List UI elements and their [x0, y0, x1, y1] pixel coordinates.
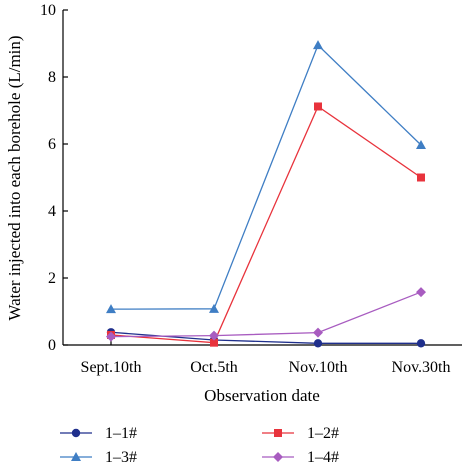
series-line-3 — [110, 44, 422, 310]
y-tick-label: 10 — [40, 2, 56, 19]
x-tick-label: Oct.5th — [190, 359, 238, 376]
legend-entry: 1–2# — [262, 425, 339, 442]
data-point — [313, 339, 323, 348]
x-ticks: Sept.10th Oct.5th Nov.10th Nov.30th — [81, 340, 451, 376]
y-tick-label: 4 — [48, 203, 56, 220]
series-line-4 — [110, 291, 422, 338]
data-point — [313, 327, 323, 338]
legend-entry: 1–4# — [262, 449, 339, 466]
y-ticks: 0 2 4 6 8 10 — [40, 2, 68, 354]
data-point — [314, 102, 322, 111]
axes — [62, 10, 462, 346]
x-tick-label: Nov.10th — [289, 359, 348, 376]
x-axis-title: Observation date — [204, 386, 320, 405]
legend-marker — [71, 428, 81, 438]
data-point — [417, 173, 425, 182]
data-point — [313, 40, 323, 50]
data-point — [210, 338, 218, 347]
y-tick-label: 6 — [48, 136, 56, 153]
data-point — [209, 303, 219, 313]
legend-label: 1–3# — [105, 449, 137, 466]
x-tick-label: Sept.10th — [81, 359, 142, 376]
legend-marker — [274, 429, 282, 437]
legend-label: 1–2# — [307, 425, 339, 442]
series-line-2 — [110, 105, 422, 344]
data-point — [416, 140, 426, 150]
legend-entry: 1–1# — [60, 425, 137, 442]
series-lines — [110, 44, 422, 344]
legend-marker — [71, 452, 81, 461]
data-point — [106, 331, 116, 342]
data-point — [416, 339, 426, 348]
x-tick-label: Nov.30th — [392, 359, 451, 376]
legend-entry: 1–3# — [60, 449, 137, 466]
series-markers — [106, 40, 426, 348]
data-point — [106, 304, 116, 314]
data-point — [209, 330, 219, 341]
legend-label: 1–4# — [307, 449, 339, 466]
y-tick-label: 0 — [48, 337, 56, 354]
y-tick-label: 8 — [48, 69, 56, 86]
data-point — [416, 287, 426, 298]
y-axis-title: Water injected into each borehole (L/min… — [5, 35, 24, 320]
legend: 1–1# 1–2# 1–3# 1–4# — [60, 425, 339, 466]
legend-marker — [273, 452, 283, 462]
legend-label: 1–1# — [105, 425, 137, 442]
y-tick-label: 2 — [48, 270, 56, 287]
